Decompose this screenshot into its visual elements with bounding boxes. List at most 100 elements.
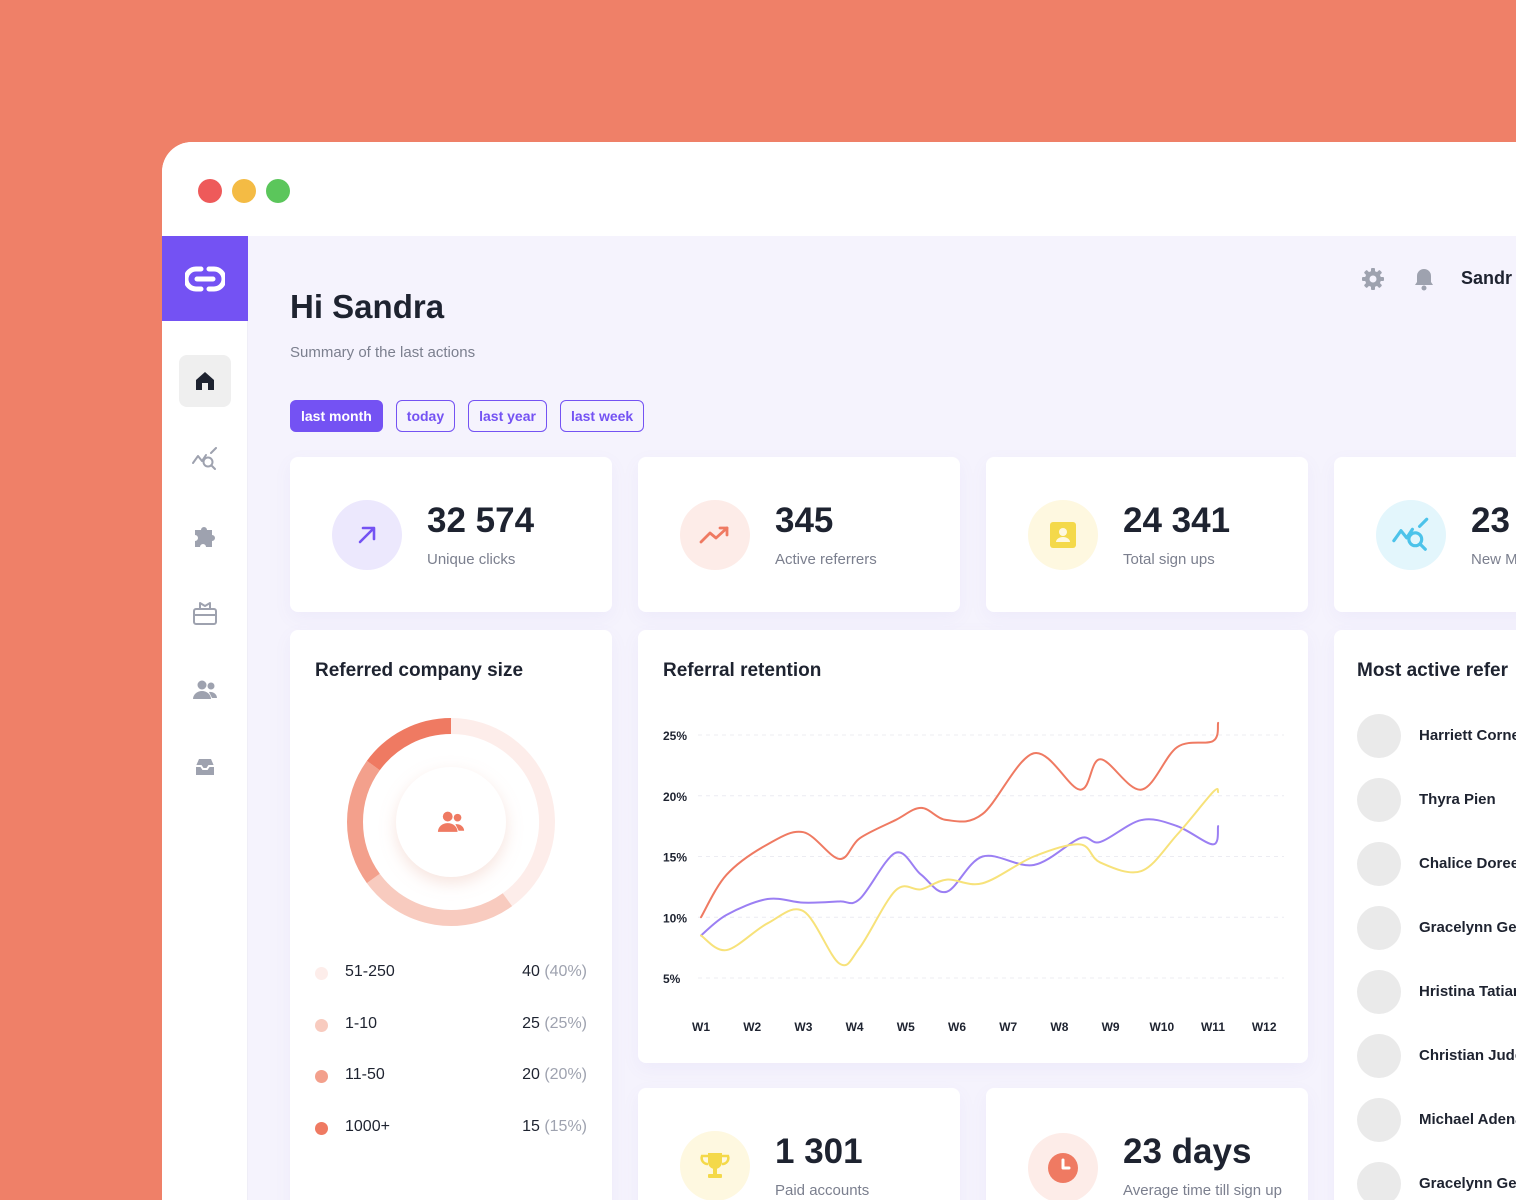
users-icon <box>193 680 218 699</box>
avatar <box>1357 1162 1401 1200</box>
donut-segment-1-10 <box>366 873 513 926</box>
sidebar-item-integrations[interactable] <box>179 510 231 562</box>
stat-card-total-sign-ups: 24 341 Total sign ups <box>986 457 1308 612</box>
referrer-row[interactable]: Chalice Doree <box>1357 842 1516 886</box>
referrer-row[interactable]: Hristina Tatiar <box>1357 970 1516 1014</box>
stat-card-unique-clicks: 32 574 Unique clicks <box>290 457 612 612</box>
page-title: Hi Sandra <box>290 288 445 325</box>
referrer-name: Michael Adena <box>1419 1111 1516 1128</box>
x-tick-label: W8 <box>1050 1020 1068 1034</box>
donut-center <box>436 810 466 839</box>
referrer-row[interactable]: Gracelynn Ger <box>1357 906 1516 950</box>
minimize-window-button[interactable] <box>232 179 256 203</box>
donut-segment-51-250 <box>450 718 555 907</box>
sidebar-item-inbox[interactable] <box>179 741 231 793</box>
sidebar-item-home[interactable] <box>179 355 231 407</box>
x-tick-label: W12 <box>1252 1020 1277 1034</box>
legend-count: 25 <box>522 1015 540 1032</box>
sidebar-item-analytics[interactable] <box>179 433 231 485</box>
card-title: Referral retention <box>663 660 822 681</box>
app-logo[interactable] <box>162 236 248 321</box>
link-icon <box>185 266 225 291</box>
donut-segment-1000+ <box>366 718 452 771</box>
legend-count: 15 <box>522 1118 540 1135</box>
stat-icon-wrap <box>1028 500 1098 570</box>
legend-value: 25 (25%) <box>522 1015 587 1033</box>
stat-value: 345 <box>775 501 834 540</box>
sidebar-item-rewards[interactable] <box>179 587 231 639</box>
clock-icon <box>1048 1153 1078 1183</box>
stat-card-active-referrers: 345 Active referrers <box>638 457 960 612</box>
page-subtitle: Summary of the last actions <box>290 344 476 361</box>
y-tick-label: 15% <box>663 851 687 865</box>
legend-percent: (15%) <box>544 1118 587 1135</box>
sidebar <box>162 236 248 1200</box>
series-line-0 <box>700 721 1220 919</box>
legend-swatch <box>315 1122 328 1135</box>
x-tick-label: W7 <box>999 1020 1017 1034</box>
avatar <box>1357 778 1401 822</box>
filter-last-week[interactable]: last week <box>559 400 645 432</box>
retention-chart: 25% 20% 15% 10% 5% W1 W2 W3 W4 W5 W6 W7 W8 W9 W10 W11 W1… <box>663 721 1284 1034</box>
stat-icon-wrap <box>1376 500 1446 570</box>
legend-value: 40 (40%) <box>522 963 587 981</box>
y-tick-label: 10% <box>663 911 687 925</box>
referrer-row[interactable]: Thyra Pien <box>1357 778 1516 822</box>
avatar <box>1357 1098 1401 1142</box>
referrer-row[interactable]: Harriett Corne <box>1357 714 1516 758</box>
most-active-referrers-card: Most active refer Harriett Corne Thyra P… <box>1334 630 1516 1200</box>
trending-up-icon <box>699 526 729 544</box>
filter-last-year[interactable]: last year <box>468 400 547 432</box>
user-menu[interactable]: Sandr <box>1461 268 1513 288</box>
referrer-name: Gracelynn Ger <box>1419 919 1516 936</box>
filter-last-month[interactable]: last month <box>290 400 383 432</box>
notifications-button[interactable] <box>1411 266 1437 292</box>
stat-label: Active referrers <box>775 551 877 568</box>
legend-count: 40 <box>522 963 540 980</box>
contact-card-icon <box>1050 522 1076 548</box>
stat-value: 32 574 <box>427 501 535 540</box>
bell-icon <box>1415 269 1433 291</box>
x-tick-label: W11 <box>1201 1020 1225 1034</box>
x-tick-label: W4 <box>846 1020 864 1034</box>
card-title: Referred company size <box>315 660 524 681</box>
gear-icon <box>1362 268 1384 290</box>
legend-label: 11-50 <box>345 1066 385 1083</box>
card-title: Most active refer <box>1357 660 1509 681</box>
stat-card-paid-accounts: 1 301 Paid accounts <box>638 1088 960 1200</box>
title-bar <box>162 142 1516 236</box>
legend-item: 51-250 40 (40%) <box>315 961 587 985</box>
x-tick-label: W5 <box>897 1020 915 1034</box>
referral-retention-card: Referral retention 25% 20% 15% 10% 5% W1 W2 W3 W… <box>638 630 1308 1063</box>
trophy-icon <box>700 1153 730 1178</box>
referrer-row[interactable]: Michael Adena <box>1357 1098 1516 1142</box>
referrer-row[interactable]: Gracelynn Ger <box>1357 1162 1516 1200</box>
close-window-button[interactable] <box>198 179 222 203</box>
company-size-card: Referred company size <box>290 630 612 1200</box>
filter-today[interactable]: today <box>395 400 456 432</box>
company-size-donut <box>347 718 555 926</box>
referrer-name: Harriett Corne <box>1419 727 1516 744</box>
avatar <box>1357 970 1401 1014</box>
sidebar-item-users[interactable] <box>179 664 231 716</box>
referrer-row[interactable]: Christian Judc <box>1357 1034 1516 1078</box>
stat-card-new-members: 23 New M <box>1334 457 1516 612</box>
app-window: Hi Sandra Summary of the last actions Sa… <box>162 142 1516 1200</box>
series-line-2 <box>700 787 1220 967</box>
referrer-name: Hristina Tatiar <box>1419 983 1516 1000</box>
legend-count: 20 <box>522 1066 540 1083</box>
inbox-icon <box>196 759 214 775</box>
stat-icon-wrap <box>680 500 750 570</box>
legend-swatch <box>315 967 328 980</box>
users-icon <box>437 811 465 832</box>
stat-icon-wrap <box>1028 1133 1098 1200</box>
x-tick-label: W9 <box>1102 1020 1120 1034</box>
maximize-window-button[interactable] <box>266 179 290 203</box>
stat-label: Paid accounts <box>775 1182 870 1199</box>
referrer-name: Gracelynn Ger <box>1419 1175 1516 1192</box>
legend-value: 20 (20%) <box>522 1066 587 1084</box>
legend-label: 1-10 <box>345 1015 378 1032</box>
legend-percent: (40%) <box>544 963 587 980</box>
avatar <box>1357 842 1401 886</box>
settings-button[interactable] <box>1360 266 1386 292</box>
